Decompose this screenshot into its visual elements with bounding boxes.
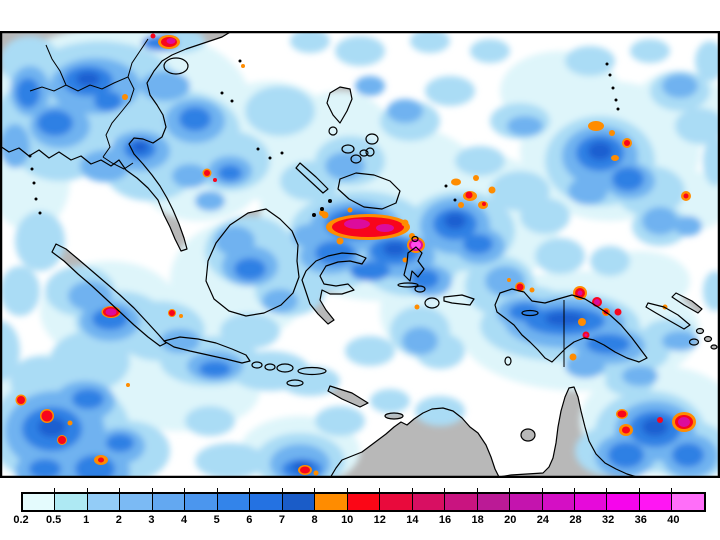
legend-segment: [476, 488, 510, 510]
legend-segment: [23, 494, 55, 510]
legend-segment: [444, 488, 477, 510]
rain-cell-east-philippines-cluster: [451, 175, 496, 209]
country-borders: [29, 38, 565, 367]
legend-tick-label: 40: [667, 514, 680, 526]
legend-tick-label: 4: [181, 514, 188, 526]
legend-segment: [216, 488, 250, 510]
legend-segment: [54, 488, 87, 510]
rain-cell-south-borneo: [168, 309, 183, 318]
legend-tick-label: 12: [373, 514, 386, 526]
legend-labels: 0.2 0.5 1 2 3 4 5 6 7 8 10 12 14 16 18 20 24 28 32 36 40: [13, 514, 706, 528]
legend-segment: [606, 488, 639, 510]
rain-cell-halmahera-pink: [402, 237, 425, 310]
legend-tick-label: 5: [213, 514, 220, 526]
map-panel: [0, 31, 720, 478]
legend-segment: [541, 488, 574, 510]
legend-bar: [21, 488, 706, 512]
legend-segment: [671, 488, 704, 510]
map-frame: [0, 31, 720, 478]
legend-tick-label: 24: [536, 514, 550, 526]
legend-segment: [281, 488, 315, 510]
rain-cell-west-new-guinea: [507, 278, 535, 293]
rain-cell-ne-australia-cluster: [616, 409, 696, 436]
legend-segment: [314, 488, 347, 510]
legend-tick-label: 3: [148, 514, 155, 526]
legend-segment: [379, 488, 412, 510]
legend-segment: [151, 488, 185, 510]
legend-tick-label: 20: [504, 514, 517, 526]
legend-tick-label: 36: [634, 514, 647, 526]
rain-cell-nw-pacific-cyclone: [588, 121, 632, 161]
rain-cell-far-east: [681, 191, 691, 201]
legend-segment: [249, 488, 282, 510]
legend-segment: [346, 488, 380, 510]
legend-segment: [86, 488, 120, 510]
legend-tick-label: 32: [602, 514, 615, 526]
rain-cell-minor: [241, 64, 245, 68]
legend-tick-label: 0.2: [13, 514, 29, 526]
legend-tick-label: 8: [311, 514, 318, 526]
rain-cell-gulf-of-thailand: [202, 168, 217, 182]
rain-cell-sumatra-magenta: [101, 306, 121, 318]
legend-tick-label: 16: [438, 514, 452, 526]
legend-tick-label: 6: [246, 514, 253, 526]
legend-tick-label: 1: [83, 514, 90, 526]
legend-tick-label: 2: [115, 514, 122, 526]
precipitation-shading-layer: [0, 31, 720, 478]
legend-segment: [411, 488, 445, 510]
legend-tick-label: 18: [471, 514, 484, 526]
legend-segment: [509, 488, 542, 510]
heavy-rain-cells-layer: [15, 33, 696, 476]
legend-segment: [119, 488, 152, 510]
legend-tick-label: 10: [341, 514, 354, 526]
legend-tick-label: 28: [569, 514, 582, 526]
rain-cell-sw-indian-ocean-cluster: [15, 383, 130, 465]
legend-tick-label: 7: [278, 514, 285, 526]
legend-tick-label: 0.5: [45, 514, 62, 526]
precipitation-map: [0, 31, 720, 478]
legend-tick-label: 14: [406, 514, 419, 526]
rain-cell-molucca-sea-major: [319, 207, 415, 245]
legend-segment: [573, 488, 607, 510]
rain-cell-vietnam: [122, 33, 180, 100]
legend-segment: [638, 488, 672, 510]
rain-cell-south-central: [298, 465, 319, 476]
legend-segment: [184, 488, 217, 510]
small-islands: [28, 59, 620, 217]
